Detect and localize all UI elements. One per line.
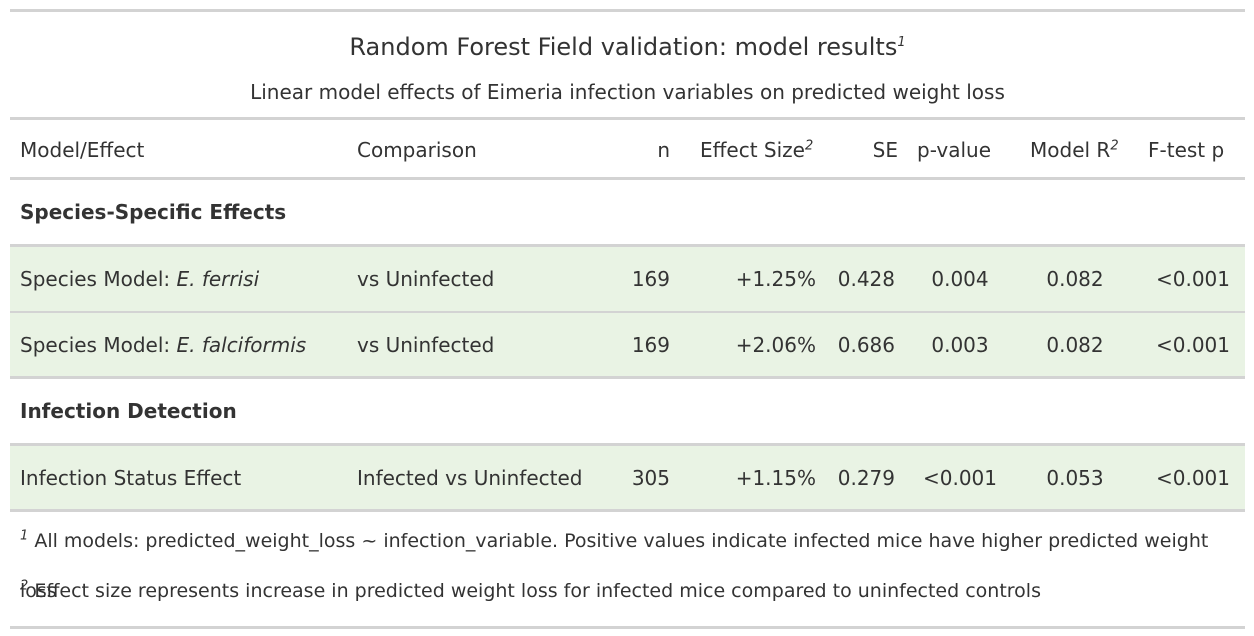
model-prefix: Species Model: bbox=[20, 333, 177, 357]
model-prefix: Species Model: bbox=[20, 267, 177, 291]
cell-se: 0.428 bbox=[837, 267, 895, 291]
table-footnotes: 1 All models: predicted_weight_loss ~ in… bbox=[10, 516, 1245, 629]
cell-model-effect: Species Model: E. ferrisi bbox=[20, 267, 259, 291]
col-model-r2: Model R2 bbox=[1030, 138, 1119, 162]
table-body: Model/Effect Comparison n Effect Size2 S… bbox=[10, 117, 1245, 512]
table-row: Species Model: E. falciformis vs Uninfec… bbox=[10, 313, 1245, 379]
footnote: 2 Effect size represents increase in pre… bbox=[10, 566, 1245, 616]
footnote-mark: 1 bbox=[20, 528, 29, 544]
col-se: SE bbox=[872, 138, 898, 162]
effect-size-footnote-mark: 2 bbox=[804, 138, 814, 154]
cell-p: 0.003 bbox=[931, 333, 989, 357]
cell-comparison: vs Uninfected bbox=[357, 267, 495, 291]
cell-effect: +1.25% bbox=[735, 267, 816, 291]
cell-f: <0.001 bbox=[1155, 466, 1230, 490]
cell-n: 169 bbox=[631, 267, 670, 291]
group-label: Species-Specific Effects bbox=[20, 200, 287, 224]
col-f-test: F-test p bbox=[1148, 138, 1225, 162]
r2-superscript: 2 bbox=[1110, 138, 1119, 154]
table-subtitle: Linear model effects of Eimeria infectio… bbox=[250, 80, 1005, 104]
species-name: E. ferrisi bbox=[176, 267, 260, 291]
table-row: Species Model: E. ferrisi vs Uninfected … bbox=[10, 247, 1245, 313]
footnote-text: All models: predicted_weight_loss ~ infe… bbox=[20, 530, 1209, 602]
cell-r2: 0.082 bbox=[1046, 267, 1104, 291]
cell-comparison: Infected vs Uninfected bbox=[357, 466, 583, 490]
cell-effect: +1.15% bbox=[735, 466, 816, 490]
col-effect-size: Effect Size2 bbox=[700, 138, 813, 162]
cell-n: 169 bbox=[631, 333, 670, 357]
footnote: 1 All models: predicted_weight_loss ~ in… bbox=[10, 516, 1245, 602]
table-row: Infection Status Effect Infected vs Unin… bbox=[10, 446, 1245, 512]
col-p-value: p-value bbox=[917, 138, 992, 162]
col-model-effect: Model/Effect bbox=[20, 138, 145, 162]
cell-comparison: vs Uninfected bbox=[357, 333, 495, 357]
title-text: Random Forest Field validation: model re… bbox=[349, 33, 898, 61]
cell-r2: 0.082 bbox=[1046, 333, 1104, 357]
col-model-r-label: Model R bbox=[1030, 138, 1111, 162]
cell-n: 305 bbox=[631, 466, 670, 490]
cell-se: 0.686 bbox=[837, 333, 895, 357]
cell-model-effect: Species Model: E. falciformis bbox=[20, 333, 306, 357]
results-table: Random Forest Field validation: model re… bbox=[10, 9, 1245, 629]
cell-f: <0.001 bbox=[1155, 267, 1230, 291]
column-header-row: Model/Effect Comparison n Effect Size2 S… bbox=[10, 117, 1245, 180]
cell-effect: +2.06% bbox=[735, 333, 816, 357]
cell-p: 0.004 bbox=[931, 267, 989, 291]
cell-model-effect: Infection Status Effect bbox=[20, 466, 242, 490]
group-label: Infection Detection bbox=[20, 399, 237, 423]
group-row-infection: Infection Detection bbox=[10, 379, 1245, 446]
group-row-species: Species-Specific Effects bbox=[10, 180, 1245, 247]
cell-p: <0.001 bbox=[922, 466, 997, 490]
col-effect-size-label: Effect Size bbox=[700, 138, 805, 162]
cell-r2: 0.053 bbox=[1046, 466, 1104, 490]
col-n: n bbox=[657, 138, 670, 162]
cell-f: <0.001 bbox=[1155, 333, 1230, 357]
table-title: Random Forest Field validation: model re… bbox=[10, 12, 1245, 72]
species-name: E. falciformis bbox=[176, 333, 307, 357]
title-footnote-mark: 1 bbox=[897, 35, 906, 50]
col-comparison: Comparison bbox=[357, 138, 477, 162]
footnote-mark: 2 bbox=[20, 578, 29, 594]
cell-se: 0.279 bbox=[837, 466, 895, 490]
footnote-text: Effect size represents increase in predi… bbox=[34, 580, 1041, 602]
